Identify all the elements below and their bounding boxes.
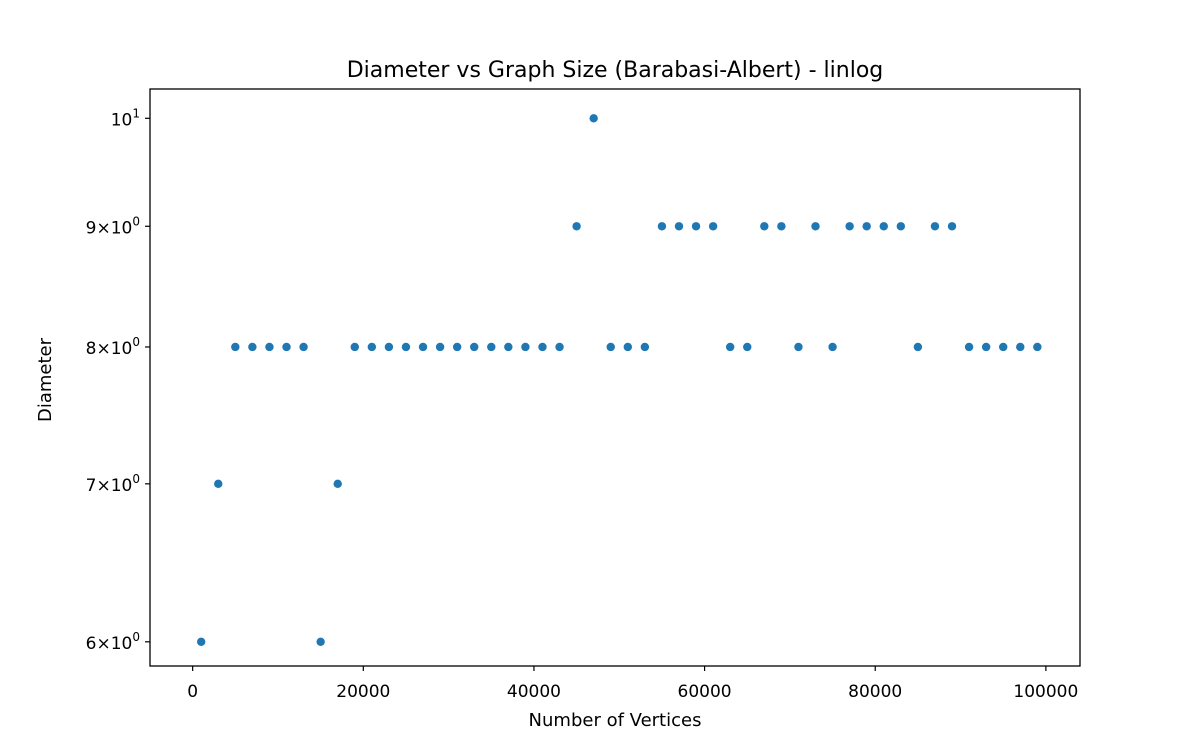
data-point: [504, 342, 513, 352]
data-point: [760, 222, 769, 231]
data-point: [999, 342, 1008, 352]
y-tick-mantissa: 7: [86, 476, 97, 496]
x-tick-label: 80000: [848, 682, 902, 702]
data-point: [964, 342, 974, 352]
data-point: [538, 342, 547, 352]
y-tick-label: 7×100: [86, 472, 140, 496]
y-tick-exponent: 1: [132, 106, 140, 120]
y-axis-label: Diameter: [35, 337, 56, 422]
y-tick-exponent: 0: [132, 335, 140, 349]
y-tick-exponent: 0: [132, 630, 140, 644]
y-tick-exponent: 0: [132, 472, 140, 486]
data-point: [316, 637, 325, 647]
data-point: [435, 342, 445, 352]
data-point: [282, 342, 291, 352]
data-point: [248, 342, 257, 352]
data-point: [452, 342, 462, 352]
data-point: [879, 222, 888, 231]
data-point: [196, 637, 206, 647]
chart-title: Diameter vs Graph Size (Barabasi-Albert)…: [347, 58, 884, 83]
data-point: [623, 342, 632, 352]
data-point: [1016, 342, 1025, 352]
data-point: [299, 342, 308, 352]
data-point: [828, 342, 837, 352]
x-tick-label: 20000: [336, 682, 390, 702]
y-tick-label: 6×100: [86, 630, 140, 654]
data-point: [913, 342, 923, 352]
data-point: [384, 342, 394, 352]
x-tick-label: 100000: [1013, 682, 1078, 702]
data-point: [589, 114, 598, 123]
data-point: [572, 222, 581, 231]
y-tick-mantissa: 9: [86, 218, 97, 238]
data-point: [521, 342, 530, 352]
data-points: [196, 114, 1042, 647]
data-point: [367, 342, 377, 352]
data-point: [930, 222, 940, 231]
data-point: [487, 342, 496, 352]
data-point: [555, 342, 564, 352]
data-point: [606, 342, 615, 352]
x-axis-ticks: 0 20000 40000 60000 80000 100000: [187, 666, 1078, 702]
y-tick-label: 8×100: [86, 335, 140, 359]
x-tick-label: 60000: [678, 682, 732, 702]
data-point: [981, 342, 991, 352]
data-point: [265, 342, 274, 352]
data-point: [214, 479, 223, 489]
y-tick-mantissa: 6: [86, 634, 97, 654]
data-point: [947, 222, 957, 231]
x-tick-label: 0: [187, 682, 198, 702]
data-point: [674, 222, 684, 231]
data-point: [862, 222, 871, 231]
data-point: [845, 222, 854, 231]
data-point: [725, 342, 735, 352]
data-point: [777, 222, 786, 231]
data-point: [691, 222, 701, 231]
data-point: [231, 342, 240, 352]
data-point: [743, 342, 752, 352]
y-tick-mantissa: 8: [86, 339, 97, 359]
data-point: [333, 479, 342, 489]
plot-frame: [149, 88, 1081, 667]
y-tick-exponent: 0: [132, 214, 140, 228]
data-point: [708, 222, 718, 231]
data-point: [350, 342, 359, 352]
data-point: [1033, 342, 1042, 352]
data-point: [418, 342, 428, 352]
x-axis-label: Number of Vertices: [529, 710, 702, 731]
data-point: [470, 342, 479, 352]
data-point: [401, 342, 411, 352]
data-point: [640, 342, 650, 352]
data-point: [896, 222, 906, 231]
data-point: [794, 342, 803, 352]
data-point: [811, 222, 820, 231]
data-point: [657, 222, 667, 231]
x-tick-label: 40000: [507, 682, 561, 702]
y-tick-label: 9×100: [86, 214, 140, 238]
